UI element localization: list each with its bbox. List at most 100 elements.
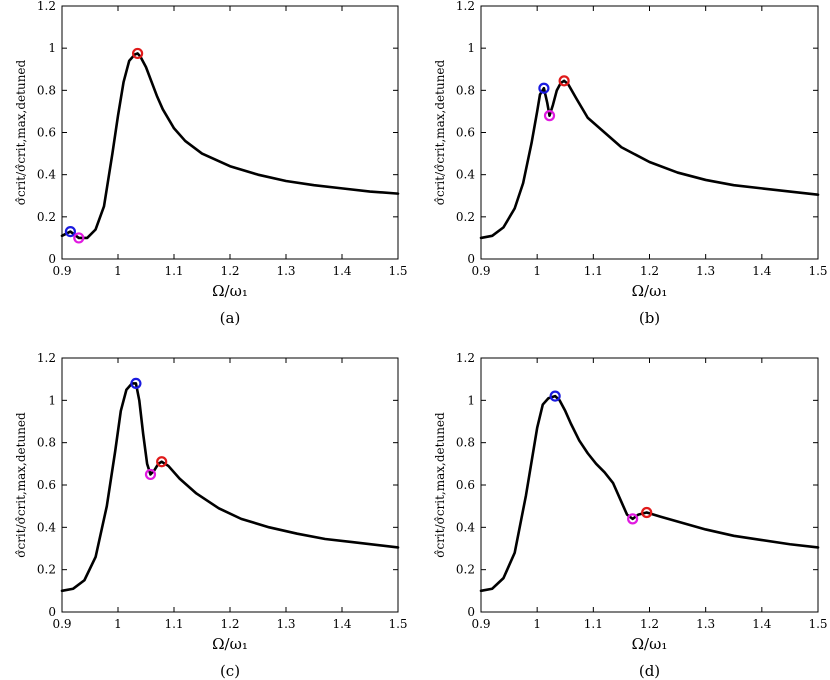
blue-marker (64, 225, 77, 238)
y-tick-label: 0.6 (456, 126, 475, 140)
x-tick-label: 1.1 (164, 617, 183, 631)
x-tick-label: 1.3 (696, 617, 715, 631)
panel-caption: (d) (639, 662, 660, 680)
red-marker (156, 456, 168, 468)
magenta-marker (543, 110, 556, 122)
x-tick-label: 0.9 (52, 617, 71, 631)
y-tick-label: 0.6 (37, 126, 56, 140)
panel-d: 0.9 1 1.1 1.2 1.3 1.4 1.5 0 0.2 0.4 0.6 0.8 1 1.2 Ω/ω₁… (433, 351, 828, 680)
red-marker-center (160, 460, 163, 463)
magenta-marker (144, 468, 157, 481)
y-tick-label: 1 (48, 393, 56, 407)
axes-frame (480, 357, 819, 613)
panel-caption: (a) (220, 309, 241, 327)
x-axis-label: Ω/ω₁ (212, 282, 248, 300)
red-marker (558, 75, 570, 87)
magenta-marker-center (149, 473, 152, 476)
axes-frame (61, 357, 399, 613)
red-marker-center (136, 52, 139, 55)
series-line (479, 394, 820, 593)
y-tick-label: 0 (467, 252, 475, 266)
x-tick-label: 1.2 (640, 264, 659, 278)
magenta-marker-center (548, 114, 551, 117)
panel-a: 0.9 1 1.1 1.2 1.3 1.4 1.5 0 0.2 0.4 0.6 0.8 1 1.2 Ω/ω₁… (14, 0, 408, 327)
panel-caption: (b) (639, 309, 660, 327)
x-tick-label: 1.2 (220, 617, 239, 631)
y-tick-label: 0.8 (456, 83, 475, 97)
x-axis-label: Ω/ω₁ (212, 635, 248, 653)
x-tick-label: 1.4 (752, 264, 771, 278)
y-tick-label: 1 (467, 393, 475, 407)
red-marker-center (645, 511, 648, 514)
y-tick-label: 0 (48, 605, 56, 619)
panel-c: 0.9 1 1.1 1.2 1.3 1.4 1.5 0 0.2 0.4 0.6 0.8 1 1.2 Ω/ω₁… (14, 351, 408, 680)
x-tick-label: 1.2 (220, 264, 239, 278)
x-tick-label: 1.4 (332, 264, 351, 278)
x-tick-label: 1.4 (752, 617, 771, 631)
y-tick-label: 0.2 (37, 210, 56, 224)
y-tick-label: 0.6 (456, 478, 475, 492)
blue-marker-center (69, 230, 72, 233)
magenta-marker-center (77, 236, 80, 240)
x-tick-label: 1.5 (808, 264, 827, 278)
y-axis-label: σ̂crit/σ̂crit,max,detuned (433, 412, 447, 558)
y-tick-label: 1.2 (456, 0, 475, 13)
blue-marker (130, 377, 142, 389)
x-tick-label: 1.1 (584, 617, 603, 631)
blue-marker-center (134, 382, 138, 385)
y-tick-label: 0.4 (37, 168, 56, 182)
blue-marker-center (542, 87, 546, 90)
y-tick-label: 0 (467, 605, 475, 619)
x-tick-label: 0.9 (471, 264, 490, 278)
y-tick-label: 0.8 (37, 436, 56, 450)
blue-marker (549, 390, 561, 402)
x-tick-label: 1 (533, 617, 541, 631)
series-line (60, 382, 400, 593)
y-axis-label: σ̂crit/σ̂crit,max,detuned (433, 59, 447, 205)
x-tick-label: 1.5 (388, 264, 407, 278)
y-tick-label: 0.4 (37, 520, 56, 534)
y-tick-label: 0.6 (37, 478, 56, 492)
panel-caption: (c) (220, 662, 240, 680)
x-tick-label: 1.5 (808, 617, 827, 631)
x-tick-label: 1.5 (388, 617, 407, 631)
y-tick-label: 1 (467, 41, 475, 55)
y-tick-label: 1 (48, 41, 56, 55)
y-tick-label: 0.2 (37, 563, 56, 577)
x-tick-label: 1.3 (696, 264, 715, 278)
x-tick-label: 1.2 (640, 617, 659, 631)
blue-marker-center (554, 395, 557, 398)
blue-marker (538, 82, 550, 94)
x-tick-label: 1 (533, 264, 541, 278)
red-marker-center (563, 79, 566, 82)
series-line (479, 79, 820, 240)
x-tick-label: 1.1 (164, 264, 183, 278)
x-tick-label: 0.9 (471, 617, 490, 631)
x-axis-label: Ω/ω₁ (632, 282, 668, 300)
y-axis-label: σ̂crit/σ̂crit,max,detuned (14, 412, 28, 558)
y-tick-label: 1.2 (456, 351, 475, 365)
y-tick-label: 1.2 (37, 351, 56, 365)
series-line (60, 52, 400, 240)
y-tick-label: 0.8 (456, 436, 475, 450)
red-marker (641, 506, 653, 519)
x-tick-label: 1.3 (276, 617, 295, 631)
y-tick-label: 0 (48, 252, 56, 266)
x-tick-label: 1.1 (584, 264, 603, 278)
y-tick-label: 1.2 (37, 0, 56, 13)
y-tick-label: 0.4 (456, 168, 475, 182)
x-tick-label: 1.3 (276, 264, 295, 278)
y-tick-label: 0.4 (456, 520, 475, 534)
red-marker (132, 47, 144, 60)
y-tick-label: 0.2 (456, 563, 475, 577)
y-axis-label: σ̂crit/σ̂crit,max,detuned (14, 59, 28, 205)
magenta-marker-center (631, 517, 634, 520)
x-tick-label: 1 (114, 617, 122, 631)
x-tick-label: 1 (114, 264, 122, 278)
magenta-marker (73, 232, 85, 244)
y-tick-label: 0.2 (456, 210, 475, 224)
magenta-marker (627, 513, 639, 525)
x-tick-label: 1.4 (332, 617, 351, 631)
y-tick-label: 0.8 (37, 83, 56, 97)
